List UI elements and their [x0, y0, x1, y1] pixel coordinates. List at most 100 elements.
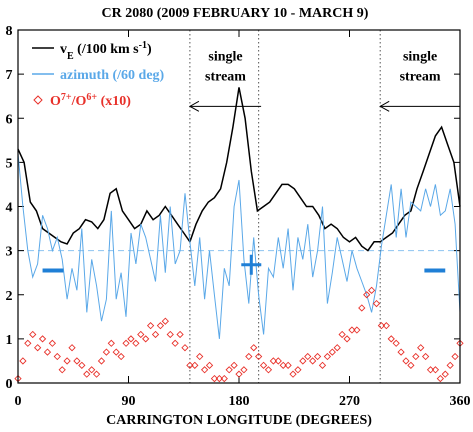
data-point: [333, 344, 341, 352]
data-point: [142, 335, 150, 343]
data-point: [255, 352, 263, 361]
data-point: [191, 361, 199, 369]
legend-label: O7+/O6+ (x10): [50, 92, 131, 110]
y-tick-label: 7: [6, 68, 13, 83]
data-point: [166, 330, 174, 339]
y-tick-label: 2: [6, 289, 13, 304]
data-point: [73, 357, 81, 365]
data-point: [102, 348, 111, 356]
y-tick-label: 3: [6, 245, 13, 260]
data-point: [181, 344, 189, 352]
data-point: [417, 344, 425, 352]
data-point: [377, 322, 386, 330]
cross-marker: [241, 254, 262, 275]
data-point: [279, 361, 287, 369]
chart-title: CR 2080 (2009 FEBRUARY 10 - MARCH 9): [102, 6, 369, 21]
data-point: [402, 357, 410, 365]
data-point: [259, 361, 268, 369]
data-point: [397, 348, 405, 356]
data-point: [294, 366, 302, 374]
data-point: [289, 370, 297, 378]
data-point: [304, 352, 312, 361]
x-tick-label: 0: [15, 394, 22, 409]
x-axis-label: CARRINGTON LONGITUDE (DEGREES): [106, 413, 372, 428]
data-point: [200, 366, 209, 374]
x-tick-label: 360: [450, 394, 471, 409]
data-point: [299, 357, 307, 365]
stream-label: single: [403, 49, 437, 64]
data-point: [392, 339, 400, 347]
data-point: [318, 361, 327, 369]
data-point: [436, 374, 444, 383]
data-point: [210, 374, 219, 383]
data-point: [446, 361, 454, 369]
data-point: [309, 357, 317, 365]
data-point: [122, 339, 130, 347]
data-point: [235, 370, 243, 378]
data-point: [38, 335, 47, 343]
series-line: [17, 153, 461, 339]
data-point: [132, 339, 140, 347]
data-point: [372, 299, 381, 308]
data-point: [29, 330, 37, 339]
legend-sup: -1: [139, 40, 147, 51]
data-point: [83, 370, 91, 378]
data-point: [338, 330, 346, 339]
data-point: [146, 322, 155, 330]
data-point: [171, 339, 179, 347]
legend-text: ): [147, 42, 152, 57]
data-point: [358, 304, 366, 312]
data-point: [107, 339, 115, 347]
data-point: [245, 352, 253, 361]
data-point: [151, 330, 160, 339]
data-point: [230, 361, 238, 369]
data-point: [367, 286, 376, 294]
data-point: [215, 374, 223, 383]
x-tick-label: 180: [229, 394, 250, 409]
y-tick-label: 6: [6, 112, 13, 127]
legend-marker: [33, 95, 43, 105]
data-point: [176, 330, 184, 339]
y-tick-label: 4: [6, 201, 13, 216]
data-point: [112, 348, 120, 356]
data-point: [68, 344, 76, 352]
data-point: [353, 326, 361, 334]
legend-label: azimuth (/60 deg): [60, 68, 165, 83]
data-point: [250, 344, 258, 352]
arrow-head: [188, 100, 200, 112]
legend-text: (/100 km s: [74, 42, 140, 57]
legend-label: vE (/100 km s-1): [60, 40, 152, 62]
data-point: [19, 357, 27, 365]
x-tick-label: 90: [122, 394, 136, 409]
data-point: [240, 366, 248, 374]
data-point: [426, 366, 435, 374]
legend-text: /O: [71, 94, 87, 109]
data-point: [161, 317, 169, 325]
data-point: [284, 361, 292, 369]
data-point: [431, 366, 440, 374]
data-point: [313, 352, 322, 361]
data-point: [205, 361, 214, 369]
data-point: [343, 335, 351, 343]
data-point: [34, 344, 42, 352]
data-point: [348, 326, 356, 334]
data-point: [451, 352, 459, 361]
data-point: [63, 357, 71, 365]
data-point: [387, 335, 395, 343]
stream-label: stream: [205, 69, 246, 84]
data-point: [323, 352, 332, 361]
data-point: [382, 322, 390, 330]
y-tick-label: 1: [6, 333, 13, 348]
data-point: [186, 361, 194, 369]
data-point: [328, 348, 336, 356]
data-point: [421, 352, 430, 361]
plot-frame: [17, 29, 461, 384]
legend-sup: 6+: [86, 92, 97, 103]
data-point: [225, 366, 233, 374]
data-point: [441, 370, 449, 378]
data-point: [97, 357, 106, 365]
data-point: [363, 291, 371, 299]
data-point: [156, 322, 165, 330]
series-line: [17, 87, 461, 252]
